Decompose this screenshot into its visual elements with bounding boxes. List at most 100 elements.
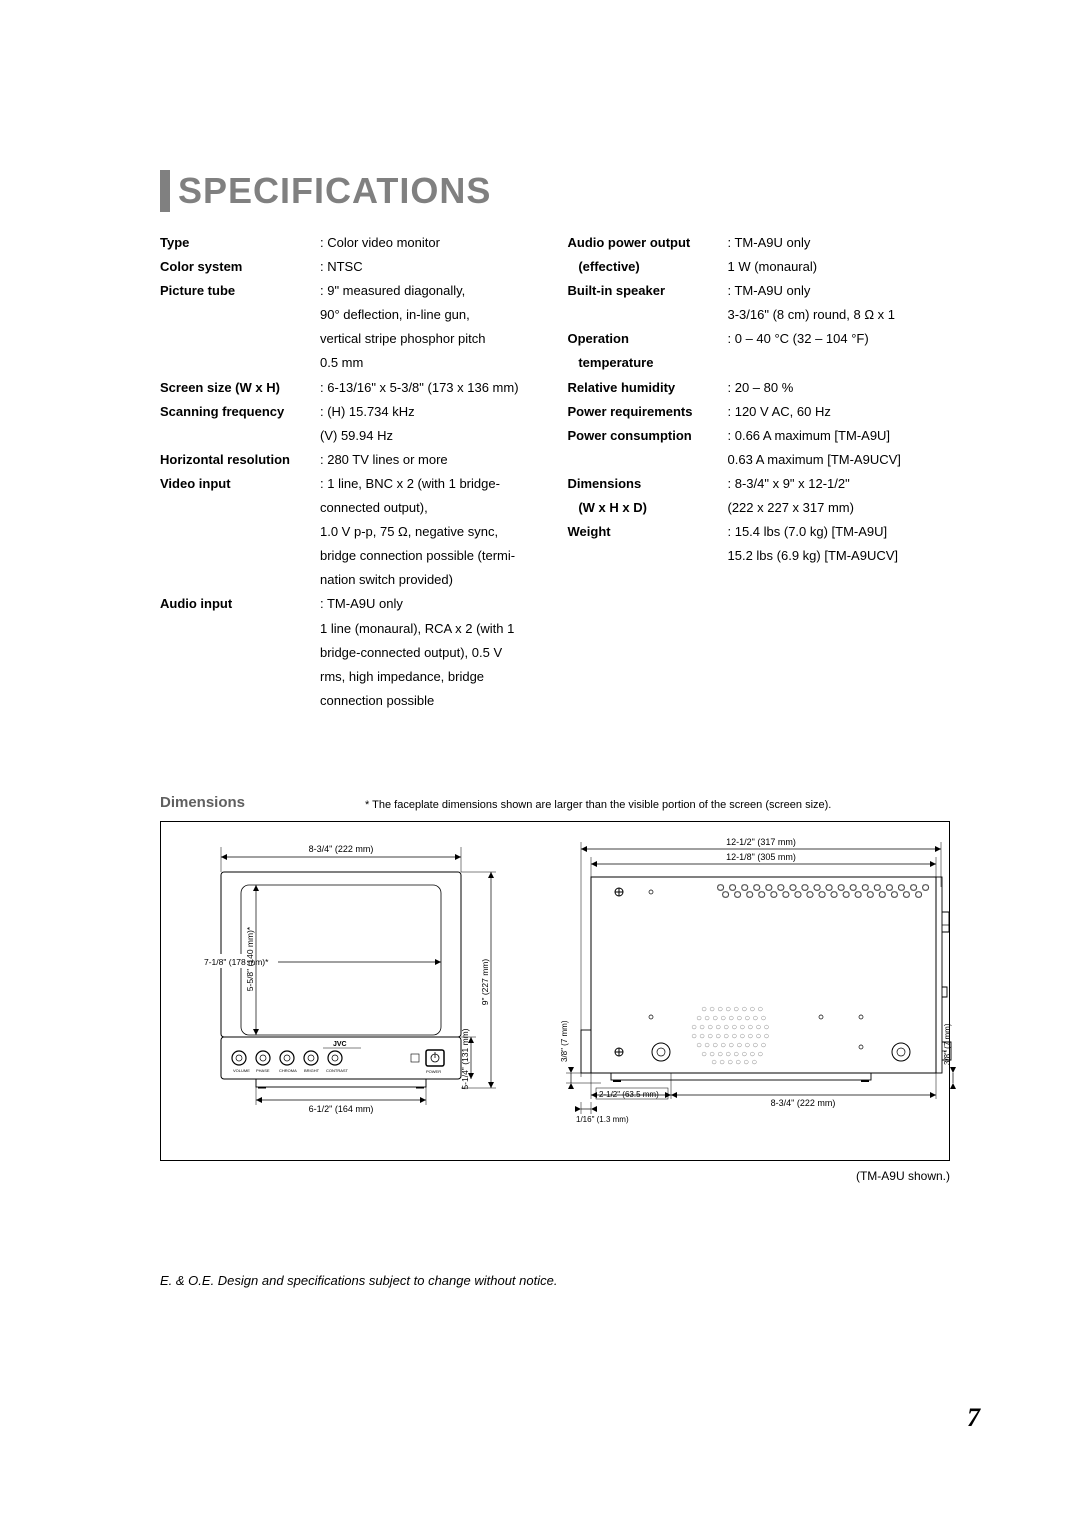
specs-left-column: Type: Color video monitorColor system: N… [160, 232, 543, 714]
dimensions-section: Dimensions * The faceplate dimensions sh… [160, 794, 950, 1183]
spec-row: 3-3/16" (8 cm) round, 8 Ω x 1 [568, 304, 951, 326]
front-view-drawing: 8-3/4" (222 mm) 7-1/8" (178 mm)* 5-5/8" … [171, 837, 521, 1140]
spec-row: Relative humidity: 20 – 80 % [568, 377, 951, 399]
disclaimer: E. & O.E. Design and specifications subj… [160, 1273, 950, 1288]
spec-label: Scanning frequency [160, 401, 320, 423]
spec-value: 15.2 lbs (6.9 kg) [TM-A9UCV] [728, 545, 951, 567]
spec-label [160, 328, 320, 350]
spec-value: vertical stripe phosphor pitch [320, 328, 543, 350]
spec-label [160, 521, 320, 543]
spec-row: nation switch provided) [160, 569, 543, 591]
spec-value: : 0.66 A maximum [TM-A9U] [728, 425, 951, 447]
dimensions-header: Dimensions * The faceplate dimensions sh… [160, 794, 950, 811]
spec-label: Built-in speaker [568, 280, 728, 302]
svg-text:6-1/2" (164 mm): 6-1/2" (164 mm) [309, 1104, 374, 1114]
spec-value: : Color video monitor [320, 232, 543, 254]
spec-value: : 6-13/16" x 5-3/8" (173 x 136 mm) [320, 377, 543, 399]
svg-text:9" (227 mm): 9" (227 mm) [480, 958, 490, 1005]
spec-row: (effective) 1 W (monaural) [568, 256, 951, 278]
spec-value: : TM-A9U only [728, 280, 951, 302]
spec-row: 1.0 V p-p, 75 Ω, negative sync, [160, 521, 543, 543]
dimensions-title: Dimensions [160, 794, 245, 811]
spec-value: : TM-A9U only [728, 232, 951, 254]
svg-text:1/16" (1.3 mm): 1/16" (1.3 mm) [576, 1115, 629, 1124]
spec-row: Picture tube: 9" measured diagonally, [160, 280, 543, 302]
spec-label [568, 449, 728, 471]
front-width-label: 8-3/4" (222 mm) [309, 844, 374, 854]
spec-row: 0.5 mm [160, 352, 543, 374]
dimensions-note: * The faceplate dimensions shown are lar… [365, 799, 831, 811]
spec-value: : 280 TV lines or more [320, 449, 543, 471]
spec-label: Audio power output [568, 232, 728, 254]
spec-row: 15.2 lbs (6.9 kg) [TM-A9UCV] [568, 545, 951, 567]
spec-row: connection possible [160, 690, 543, 712]
spec-value: connected output), [320, 497, 543, 519]
page-title: SPECIFICATIONS [178, 170, 950, 212]
spec-value: 3-3/16" (8 cm) round, 8 Ω x 1 [728, 304, 951, 326]
spec-row: Video input: 1 line, BNC x 2 (with 1 bri… [160, 473, 543, 495]
spec-row: Color system: NTSC [160, 256, 543, 278]
spec-value: rms, high impedance, bridge [320, 666, 543, 688]
spec-value: bridge connection possible (termi- [320, 545, 543, 567]
spec-row: Built-in speaker: TM-A9U only [568, 280, 951, 302]
spec-value: connection possible [320, 690, 543, 712]
spec-row: Audio input: TM-A9U only [160, 593, 543, 615]
spec-label: temperature [568, 352, 728, 374]
page-number: 7 [967, 1403, 980, 1433]
spec-value: (V) 59.94 Hz [320, 425, 543, 447]
spec-row: rms, high impedance, bridge [160, 666, 543, 688]
spec-row: 1 line (monaural), RCA x 2 (with 1 [160, 618, 543, 640]
spec-row: Screen size (W x H): 6-13/16" x 5-3/8" (… [160, 377, 543, 399]
spec-label: (effective) [568, 256, 728, 278]
side-view-drawing: 12-1/2" (317 mm) 12-1/8" (305 mm) [541, 837, 961, 1140]
svg-text:12-1/8" (305 mm): 12-1/8" (305 mm) [726, 852, 796, 862]
spec-label [160, 425, 320, 447]
spec-value: 1.0 V p-p, 75 Ω, negative sync, [320, 521, 543, 543]
spec-label [160, 666, 320, 688]
spec-row: bridge connection possible (termi- [160, 545, 543, 567]
svg-text:VOLUME: VOLUME [233, 1068, 250, 1073]
svg-text:JVC: JVC [333, 1041, 347, 1048]
spec-row: Dimensions: 8-3/4" x 9" x 12-1/2" [568, 473, 951, 495]
spec-row: Power consumption: 0.66 A maximum [TM-A9… [568, 425, 951, 447]
title-bar: SPECIFICATIONS [160, 170, 950, 212]
svg-text:3/8" (7 mm): 3/8" (7 mm) [560, 1020, 569, 1062]
spec-value: : 1 line, BNC x 2 (with 1 bridge- [320, 473, 543, 495]
spec-row: Audio power output: TM-A9U only [568, 232, 951, 254]
spec-label: Picture tube [160, 280, 320, 302]
spec-value: : 20 – 80 % [728, 377, 951, 399]
spec-value: : 120 V AC, 60 Hz [728, 401, 951, 423]
spec-row: Operation: 0 – 40 °C (32 – 104 °F) [568, 328, 951, 350]
spec-value: 1 W (monaural) [728, 256, 951, 278]
spec-value: nation switch provided) [320, 569, 543, 591]
svg-text:CONTRAST: CONTRAST [326, 1068, 349, 1073]
spec-label [160, 618, 320, 640]
svg-text:○○○○○○○○○○○○○○○○○: ○○○○○○○○○○○○○○○○○ [721, 886, 926, 903]
specs-container: Type: Color video monitorColor system: N… [160, 232, 950, 714]
spec-label [160, 690, 320, 712]
spec-label: Relative humidity [568, 377, 728, 399]
spec-label [160, 569, 320, 591]
spec-value: : (H) 15.734 kHz [320, 401, 543, 423]
spec-row: temperature [568, 352, 951, 374]
svg-text:CHROMA: CHROMA [279, 1068, 297, 1073]
spec-value [728, 352, 951, 374]
svg-text:PHASE: PHASE [256, 1068, 270, 1073]
spec-label: (W x H x D) [568, 497, 728, 519]
spec-label [568, 545, 728, 567]
spec-label [160, 497, 320, 519]
spec-row: Scanning frequency: (H) 15.734 kHz [160, 401, 543, 423]
spec-label: Audio input [160, 593, 320, 615]
spec-label: Video input [160, 473, 320, 495]
spec-label: Power consumption [568, 425, 728, 447]
spec-label [160, 545, 320, 567]
spec-label: Horizontal resolution [160, 449, 320, 471]
spec-row: Weight: 15.4 lbs (7.0 kg) [TM-A9U] [568, 521, 951, 543]
spec-value: 0.63 A maximum [TM-A9UCV] [728, 449, 951, 471]
spec-value: : 0 – 40 °C (32 – 104 °F) [728, 328, 951, 350]
spec-label: Color system [160, 256, 320, 278]
svg-text:3/8" (7 mm): 3/8" (7 mm) [943, 1023, 952, 1065]
spec-label: Screen size (W x H) [160, 377, 320, 399]
svg-text:○○○○○○: ○○○○○○ [711, 1057, 759, 1068]
spec-label [160, 304, 320, 326]
